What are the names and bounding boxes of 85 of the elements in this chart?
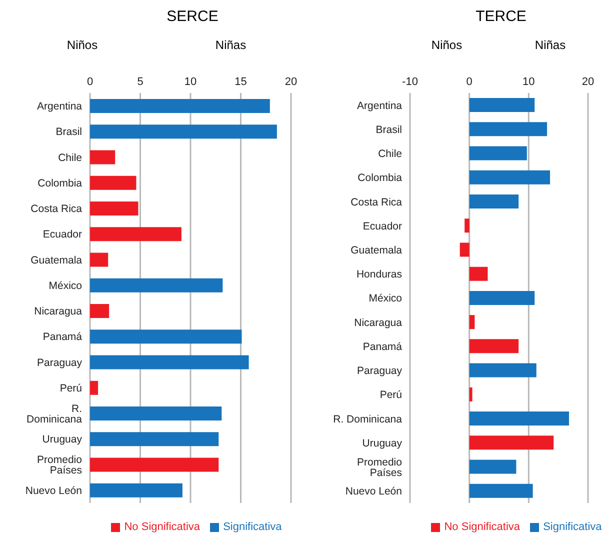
y-tick-label: Costa Rica	[30, 203, 82, 216]
y-tick-label: México	[368, 292, 402, 305]
x-tick-label: 0	[466, 76, 472, 88]
y-tick-label: Nicaragua	[354, 316, 402, 329]
bar	[90, 227, 182, 242]
chart-title: SERCE	[166, 8, 220, 27]
bar	[90, 458, 219, 472]
y-tick-label: Nuevo León	[345, 486, 402, 498]
bar	[469, 170, 550, 184]
y-tick-label: Perú	[60, 382, 82, 394]
bar	[90, 278, 223, 292]
y-tick-label: Chile	[58, 152, 82, 164]
bar	[90, 252, 108, 267]
bar	[90, 150, 116, 164]
bar	[469, 387, 472, 402]
bar	[469, 98, 535, 112]
bar	[469, 146, 527, 160]
bar	[469, 460, 516, 474]
x-tick-label: 10	[184, 76, 197, 88]
bar	[90, 202, 138, 216]
legend-label: No Significativa	[124, 521, 200, 533]
bar	[469, 484, 533, 498]
bar	[469, 290, 535, 305]
bar	[90, 380, 98, 395]
bar	[90, 483, 182, 498]
bar	[90, 432, 219, 446]
y-tick-label: Ecuador	[42, 228, 82, 241]
y-tick-label: Uruguay	[42, 434, 83, 446]
bar	[464, 218, 470, 233]
bar	[469, 315, 475, 330]
y-tick-label: Perú	[380, 389, 402, 402]
y-tick-label: México	[48, 280, 82, 292]
bar	[90, 99, 270, 113]
bar	[90, 176, 136, 190]
legend-label: Significativa	[543, 521, 602, 533]
bar	[469, 339, 519, 354]
bar	[469, 122, 548, 136]
y-tick-label: Uruguay	[362, 437, 403, 450]
y-tick-label: Honduras	[356, 268, 402, 281]
y-tick-label: Nuevo León	[25, 484, 82, 497]
y-tick-label: Promedio Países	[37, 454, 82, 477]
x-tick-label: 10	[522, 76, 535, 88]
y-tick-label: Brasil	[376, 124, 402, 136]
bar	[90, 355, 249, 370]
y-tick-label: Nicaragua	[34, 306, 82, 318]
text: Niños	[66, 38, 98, 54]
x-tick-label: 0	[86, 76, 94, 88]
y-tick-label: Promedio Países	[357, 456, 402, 479]
bar	[90, 304, 110, 318]
bar	[90, 330, 242, 344]
text: Niñas	[215, 38, 246, 54]
x-tick-label: 15	[234, 76, 247, 88]
bar	[469, 194, 519, 208]
y-tick-label: Paraguay	[37, 356, 83, 369]
y-tick-label: Argentina	[37, 100, 82, 113]
y-tick-label: R. Dominicana	[333, 413, 402, 426]
chart-title: TERCE	[474, 8, 528, 27]
y-tick-label: Paraguay	[357, 365, 403, 378]
y-tick-label: Guatemala	[30, 254, 82, 266]
y-tick-label: Panamá	[362, 340, 402, 353]
y-tick-label: Brasil	[56, 126, 82, 138]
y-tick-label: Costa Rica	[350, 196, 402, 208]
x-tick-label: 20	[284, 76, 298, 88]
x-tick-label: 5	[137, 76, 144, 88]
bar	[469, 363, 536, 378]
y-tick-label: Chile	[378, 148, 402, 160]
legend-label: No Significativa	[444, 521, 520, 533]
y-tick-label: Ecuador	[362, 220, 402, 232]
y-tick-label: Argentina	[357, 100, 402, 112]
bar	[90, 406, 222, 420]
bar	[469, 436, 554, 450]
text: Niñas	[534, 38, 566, 54]
y-tick-label: Guatemala	[350, 244, 402, 256]
legend-label: Significativa	[223, 521, 282, 533]
y-tick-label: Colombia	[358, 172, 402, 184]
text: Niños	[431, 38, 462, 54]
y-tick-label: Colombia	[38, 177, 82, 190]
bar	[90, 124, 277, 139]
x-tick-label: -10	[402, 76, 418, 88]
y-tick-label: R. Dominicana	[26, 402, 82, 426]
bar	[469, 266, 488, 281]
y-tick-label: Panamá	[42, 331, 82, 344]
x-tick-label: 20	[582, 76, 594, 88]
bar	[469, 412, 570, 426]
bar	[460, 242, 470, 257]
